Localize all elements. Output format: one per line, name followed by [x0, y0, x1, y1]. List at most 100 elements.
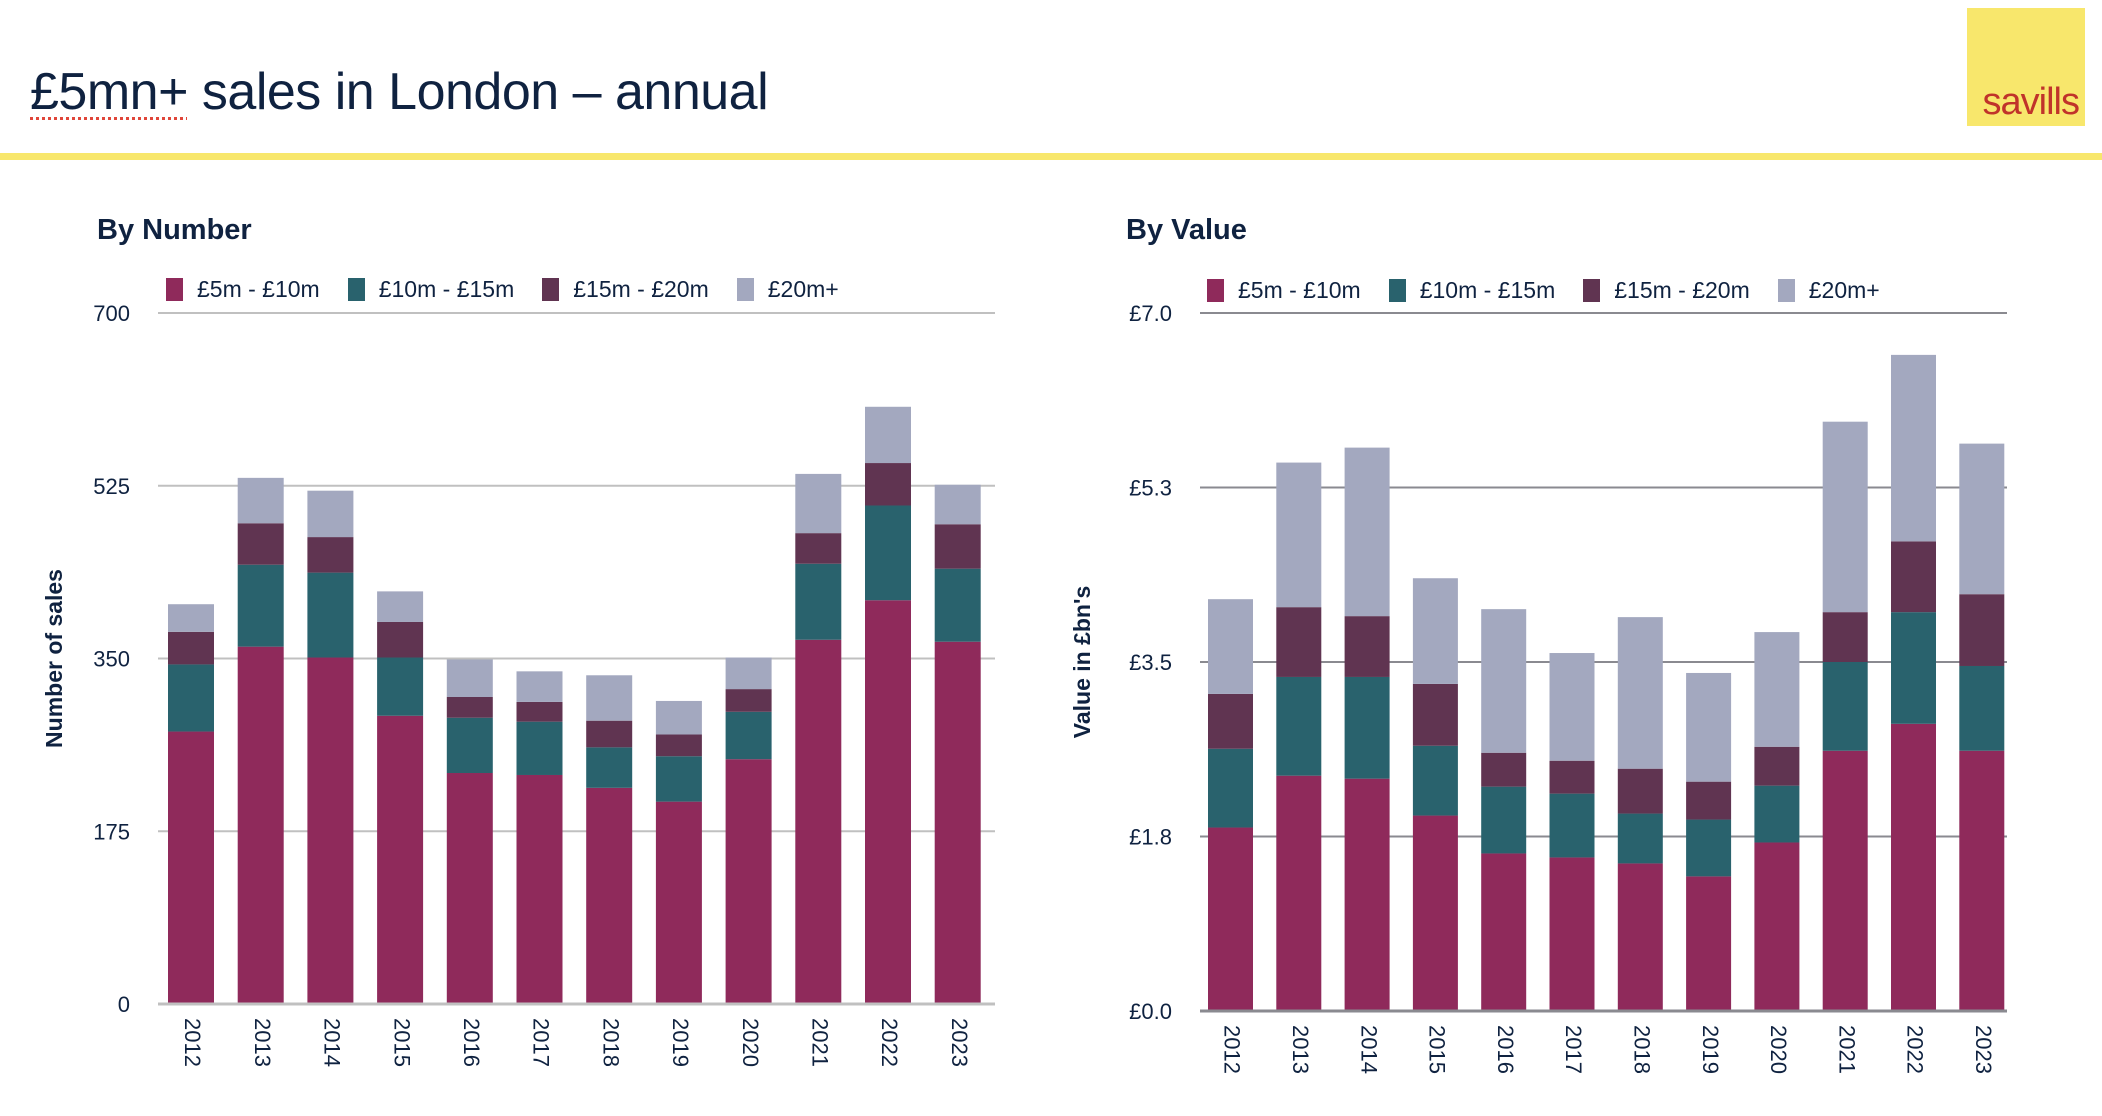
- y-tick-label: £3.5: [1129, 650, 1172, 675]
- y-tick-label: £0.0: [1129, 999, 1172, 1024]
- bar-segment-2012--10m-15m: [168, 664, 214, 732]
- legend-swatch: [1207, 279, 1224, 302]
- y-tick-label: 0: [118, 992, 130, 1017]
- bar-segment-2017--15m-20m: [1549, 760, 1595, 794]
- bar-segment-2018--15m-20m: [1617, 768, 1663, 814]
- x-tick-label: 2019: [1698, 1025, 1723, 1074]
- bar-segment-2015--10m-15m: [1412, 745, 1458, 816]
- x-tick-label: 2012: [180, 1018, 205, 1067]
- x-tick-label: 2017: [1561, 1025, 1586, 1074]
- bar-segment-2014--20m+: [307, 490, 354, 538]
- legend-swatch: [1388, 279, 1406, 302]
- y-tick-label: £1.8: [1129, 825, 1172, 850]
- bar-segment-2012--5m-10m: [168, 731, 214, 1004]
- bar-segment-2023--15m-20m: [934, 524, 981, 569]
- x-tick-label: 2022: [877, 1018, 902, 1067]
- bar-segment-2023--10m-15m: [1959, 665, 2005, 751]
- bar-segment-2012--20m+: [1208, 599, 1253, 694]
- bar-segment-2013--15m-20m: [1276, 607, 1322, 677]
- bar-segment-2018--5m-10m: [586, 787, 633, 1004]
- x-tick-label: 2017: [529, 1018, 554, 1067]
- bar-segment-2020--10m-15m: [1754, 785, 1800, 843]
- bar-segment-2012--15m-20m: [168, 631, 214, 665]
- bar-segment-2017--5m-10m: [1549, 857, 1595, 1011]
- chart-title-by-number: By Number: [97, 214, 252, 246]
- bar-segment-2019--10m-15m: [655, 756, 702, 802]
- bar-segment-2015--5m-10m: [377, 715, 424, 1004]
- bar-segment-2014--5m-10m: [307, 657, 354, 1004]
- legend-item: £15m - £20m: [1583, 277, 1750, 304]
- bar-segment-2017--20m+: [516, 671, 563, 702]
- x-tick-label: 2013: [1288, 1025, 1313, 1074]
- legend-item: £20m+: [1777, 277, 1880, 304]
- title-rest: sales in London – annual: [187, 63, 769, 121]
- legend-by-value: £5m - £10m £10m - £15m £15m - £20m £20m+: [1207, 277, 1908, 304]
- bar-segment-2012--15m-20m: [1208, 693, 1253, 749]
- bar-segment-2017--20m+: [1549, 653, 1595, 761]
- bar-segment-2014--20m+: [1344, 447, 1390, 617]
- bar-segment-2018--10m-15m: [586, 747, 633, 788]
- y-tick-label: 700: [93, 301, 130, 326]
- legend-label: £10m - £15m: [378, 276, 515, 302]
- bar-segment-2017--5m-10m: [516, 774, 563, 1004]
- bar-segment-2014--15m-20m: [1344, 616, 1390, 677]
- x-tick-label: 2021: [807, 1018, 832, 1067]
- legend-swatch: [736, 278, 754, 301]
- header-divider: [0, 153, 2102, 160]
- title-prefix: £5mn+: [30, 63, 188, 121]
- bar-segment-2020--15m-20m: [1754, 746, 1800, 786]
- bar-segment-2022--5m-10m: [865, 600, 911, 1004]
- chart-by-number: 0 175 350 525 700 Number of sales 2012 2013 2014…: [41, 301, 995, 1067]
- bar-segment-2013--20m+: [1276, 462, 1322, 608]
- x-tick-label: 2019: [668, 1018, 693, 1067]
- x-tick-label: 2020: [738, 1018, 763, 1067]
- x-tick-label: 2021: [1834, 1025, 1859, 1074]
- bar-segment-2023--20m+: [1959, 443, 2005, 595]
- bar-segment-2018--10m-15m: [1617, 813, 1663, 864]
- y-tick-label: 525: [93, 474, 130, 499]
- legend-label: £15m - £20m: [573, 276, 709, 302]
- x-tick-label: 2015: [389, 1018, 414, 1067]
- bar-segment-2015--10m-15m: [377, 657, 424, 716]
- chart-by-value: £0.0 £1.8 £3.5 £5.3 £7.0 Value in £bn's 2012 20…: [1069, 301, 2007, 1074]
- legend-item: £10m - £15m: [347, 276, 515, 303]
- bar-segment-2013--10m-15m: [237, 564, 284, 647]
- bar-segment-2015--20m+: [377, 591, 424, 622]
- bar-segment-2012--20m+: [168, 604, 214, 632]
- bar-segment-2014--15m-20m: [307, 537, 354, 573]
- x-tick-label: 2013: [250, 1018, 275, 1067]
- bar-segment-2019--15m-20m: [1686, 781, 1732, 820]
- bar-segment-2013--20m+: [237, 477, 284, 524]
- x-tick-label: 2022: [1903, 1025, 1928, 1074]
- x-tick-label: 2023: [1971, 1025, 1996, 1074]
- x-tick-label: 2014: [1356, 1025, 1381, 1074]
- bar-segment-2021--5m-10m: [1822, 750, 1868, 1011]
- x-tick-label: 2012: [1220, 1025, 1245, 1074]
- bar-segment-2019--5m-10m: [1686, 876, 1732, 1011]
- bar-segment-2023--15m-20m: [1959, 594, 2005, 666]
- legend-item: £5m - £10m: [166, 276, 320, 303]
- bar-segment-2021--10m-15m: [1822, 662, 1868, 751]
- bar-segment-2016--15m-20m: [1481, 752, 1527, 787]
- y-tick-label: £5.3: [1129, 476, 1172, 501]
- y-tick-label: 175: [93, 819, 130, 844]
- bar-segment-2013--5m-10m: [237, 646, 284, 1004]
- bar-segment-2016--15m-20m: [446, 696, 493, 718]
- bar-segment-2016--20m+: [446, 659, 493, 697]
- x-tick-label: 2015: [1425, 1025, 1450, 1074]
- bar-segment-2017--10m-15m: [516, 721, 563, 775]
- x-tick-label: 2023: [947, 1018, 972, 1067]
- legend-label: £20m+: [1808, 277, 1880, 303]
- bar-segment-2019--5m-10m: [655, 801, 702, 1004]
- y-axis-label: Number of sales: [41, 569, 67, 748]
- bar-segment-2017--10m-15m: [1549, 793, 1595, 858]
- bar-segment-2021--15m-20m: [795, 533, 842, 564]
- bar-segment-2021--20m+: [1822, 421, 1868, 613]
- x-tick-label: 2020: [1766, 1025, 1791, 1074]
- bar-segment-2022--10m-15m: [865, 505, 911, 601]
- bar-segment-2014--5m-10m: [1344, 778, 1390, 1011]
- bar-segment-2020--10m-15m: [725, 711, 772, 760]
- x-tick-label: 2016: [459, 1018, 484, 1067]
- bar-segment-2018--20m+: [586, 675, 633, 721]
